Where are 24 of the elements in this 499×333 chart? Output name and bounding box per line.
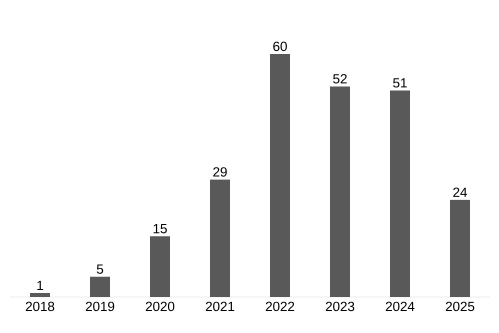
data-label: 15	[154, 224, 167, 234]
x-tick-label: 2024	[386, 302, 414, 312]
bar	[210, 180, 230, 297]
bar	[150, 236, 170, 297]
data-label: 24	[453, 188, 468, 197]
x-tick-label: 2023	[326, 302, 354, 312]
data-label: 51	[393, 78, 407, 88]
data-label: 52	[333, 74, 347, 84]
x-tick-label: 2022	[266, 302, 294, 312]
data-label: 29	[213, 167, 227, 177]
x-tick-label: 2021	[206, 302, 234, 312]
bar	[450, 200, 470, 297]
data-label: 60	[273, 42, 287, 52]
bar	[30, 292, 50, 297]
x-tick-label: 2018	[26, 302, 54, 312]
x-tick-label: 2025	[446, 302, 474, 312]
x-tick-label: 2019	[86, 302, 114, 312]
data-label: 5	[96, 264, 104, 274]
bar	[390, 90, 410, 297]
x-tick-label: 2020	[146, 302, 174, 312]
bar	[270, 54, 290, 297]
data-label: 1	[37, 280, 44, 290]
bar	[90, 276, 110, 297]
bar	[330, 86, 350, 297]
